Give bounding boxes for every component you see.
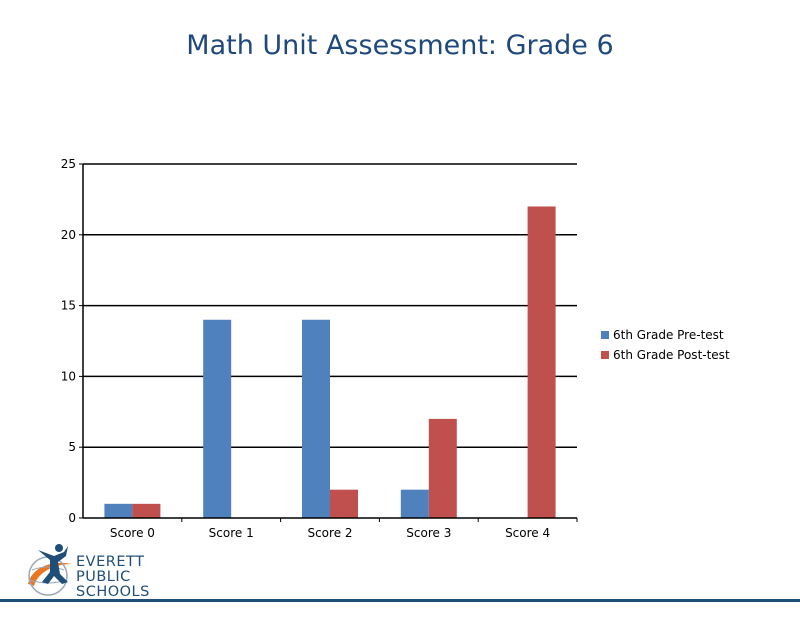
school-logo-icon [28, 544, 72, 596]
footer-divider [0, 599, 800, 602]
x-tick-labels: Score 0 Score 1 Score 2 Score 3 Score 4 [110, 526, 550, 540]
y-tick-label-10: 10 [61, 369, 76, 383]
x-tick-label-4: Score 4 [505, 526, 550, 540]
bar-pre-0 [104, 503, 133, 518]
logo-line-3: SCHOOLS [76, 584, 150, 600]
legend-swatch-0 [601, 331, 609, 339]
bar-post-2 [330, 489, 358, 518]
logo-line-1: EVERETT [76, 554, 145, 570]
bars [104, 206, 556, 519]
x-tick-label-2: Score 2 [307, 526, 352, 540]
legend-label-1: 6th Grade Post-test [613, 348, 730, 362]
axes [79, 163, 578, 522]
bar-post-0 [132, 503, 161, 518]
school-logo-text: EVERETT PUBLIC SCHOOLS [76, 555, 150, 600]
x-tick-label-0: Score 0 [110, 526, 155, 540]
bar-pre-3 [400, 489, 429, 518]
legend: 6th Grade Pre-test 6th Grade Post-test [601, 328, 730, 362]
bar-post-4 [527, 206, 556, 519]
legend-swatch-1 [601, 351, 609, 359]
x-tick-label-3: Score 3 [406, 526, 451, 540]
chart-title: Math Unit Assessment: Grade 6 [186, 30, 614, 61]
bar-post-3 [428, 418, 457, 518]
y-tick-label-0: 0 [68, 511, 76, 525]
bar-pre-1 [203, 319, 232, 518]
y-tick-label-20: 20 [61, 228, 76, 242]
bar-pre-2 [302, 319, 330, 518]
y-tick-label-25: 25 [61, 157, 76, 171]
y-tick-label-5: 5 [68, 440, 76, 454]
y-tick-label-15: 15 [61, 299, 76, 313]
y-tick-labels: 0 5 10 15 20 25 [61, 157, 76, 525]
logo-line-2: PUBLIC [76, 569, 131, 585]
x-tick-label-1: Score 1 [209, 526, 254, 540]
legend-label-0: 6th Grade Pre-test [613, 328, 724, 342]
